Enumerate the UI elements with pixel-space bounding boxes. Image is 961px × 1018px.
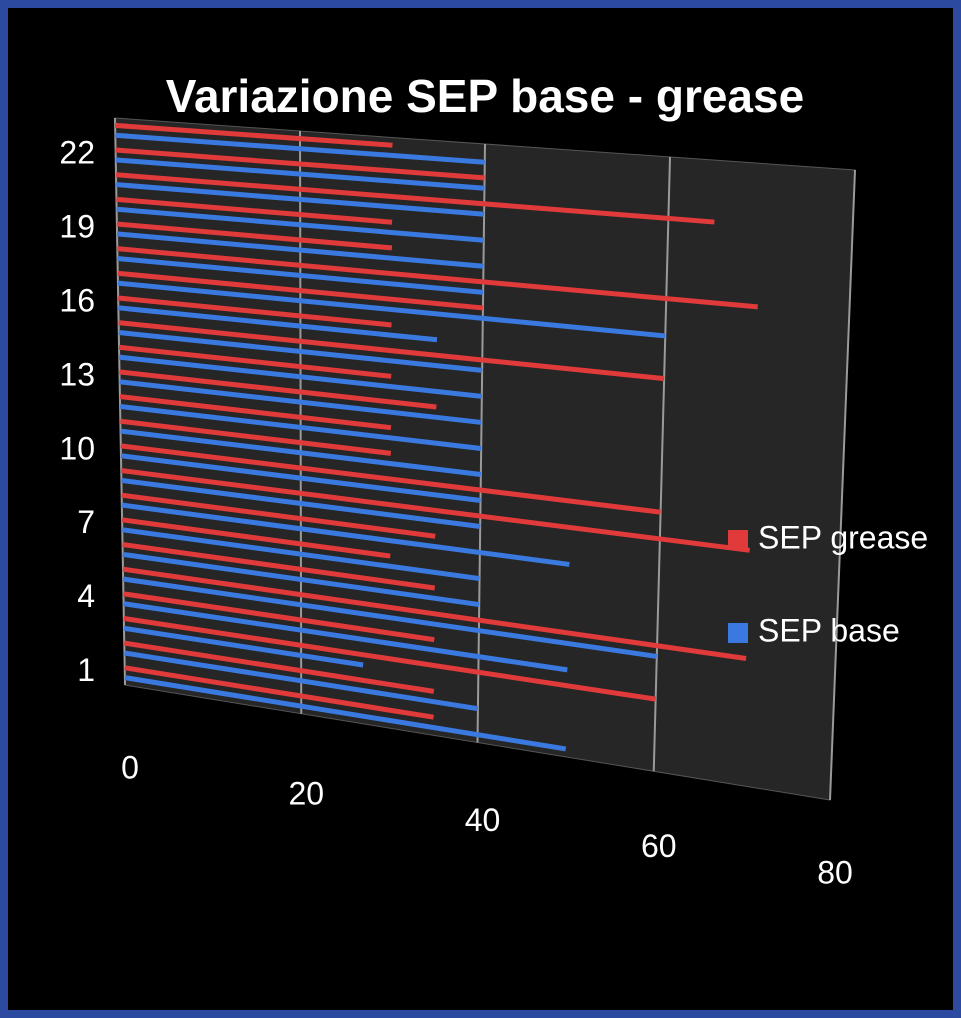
bar <box>115 182 485 217</box>
bar <box>120 443 661 515</box>
x-tick-label: 40 <box>465 802 501 838</box>
grid-line <box>652 156 671 772</box>
y-tick-label: 16 <box>59 282 95 318</box>
bar <box>117 246 758 310</box>
legend-label: SEP grease <box>758 519 928 555</box>
y-tick-label: 10 <box>59 430 95 466</box>
bar <box>117 270 484 311</box>
x-tick-label: 80 <box>817 854 853 890</box>
bar <box>119 379 482 425</box>
bar <box>116 206 485 243</box>
grid-line <box>829 169 856 801</box>
bar <box>121 517 391 559</box>
bar <box>119 403 482 451</box>
bar <box>122 542 436 591</box>
bar <box>123 591 435 643</box>
bar <box>115 132 485 165</box>
bar <box>115 157 485 191</box>
bar <box>124 665 434 720</box>
bar <box>124 675 567 752</box>
y-tick-label: 4 <box>77 578 95 614</box>
bar <box>121 492 436 539</box>
bar <box>123 625 364 668</box>
x-tick-label: 0 <box>121 749 139 785</box>
y-tick-label: 1 <box>77 652 95 688</box>
bar <box>122 576 658 659</box>
legend-label: SEP base <box>758 612 900 648</box>
y-tick-label: 22 <box>59 134 95 170</box>
bar <box>123 615 657 702</box>
bar <box>117 256 484 295</box>
bar <box>123 640 435 694</box>
bar <box>122 551 480 608</box>
bar <box>116 196 393 225</box>
bar <box>118 320 665 382</box>
bar <box>118 329 483 373</box>
bar <box>119 394 392 431</box>
bar <box>120 468 750 553</box>
bar <box>119 369 437 410</box>
x-tick-label: 20 <box>288 776 324 812</box>
bar <box>121 502 570 567</box>
chart-title: Variazione SEP base - grease <box>166 70 804 122</box>
y-tick-label: 7 <box>77 504 95 540</box>
grid-line <box>114 117 126 686</box>
y-tick-label: 19 <box>59 208 95 244</box>
bar <box>120 418 392 456</box>
x-tick-label: 60 <box>641 828 677 864</box>
bar <box>121 527 480 582</box>
legend-swatch <box>728 623 748 643</box>
bar <box>114 122 393 148</box>
y-tick-label: 13 <box>59 356 95 392</box>
bar <box>116 231 484 269</box>
bar <box>116 221 393 251</box>
bar <box>124 650 479 712</box>
bar <box>121 477 481 529</box>
bar <box>115 147 485 181</box>
grid-line <box>476 143 486 743</box>
bar <box>115 172 715 225</box>
bar <box>120 428 482 477</box>
bar <box>118 344 392 379</box>
grid-line <box>299 130 303 714</box>
bar <box>120 453 481 503</box>
bar <box>122 566 747 661</box>
bar <box>118 354 483 399</box>
legend-swatch <box>728 530 748 550</box>
bar <box>117 295 392 328</box>
bar <box>123 601 568 673</box>
bar <box>118 305 438 343</box>
bar <box>117 280 666 339</box>
